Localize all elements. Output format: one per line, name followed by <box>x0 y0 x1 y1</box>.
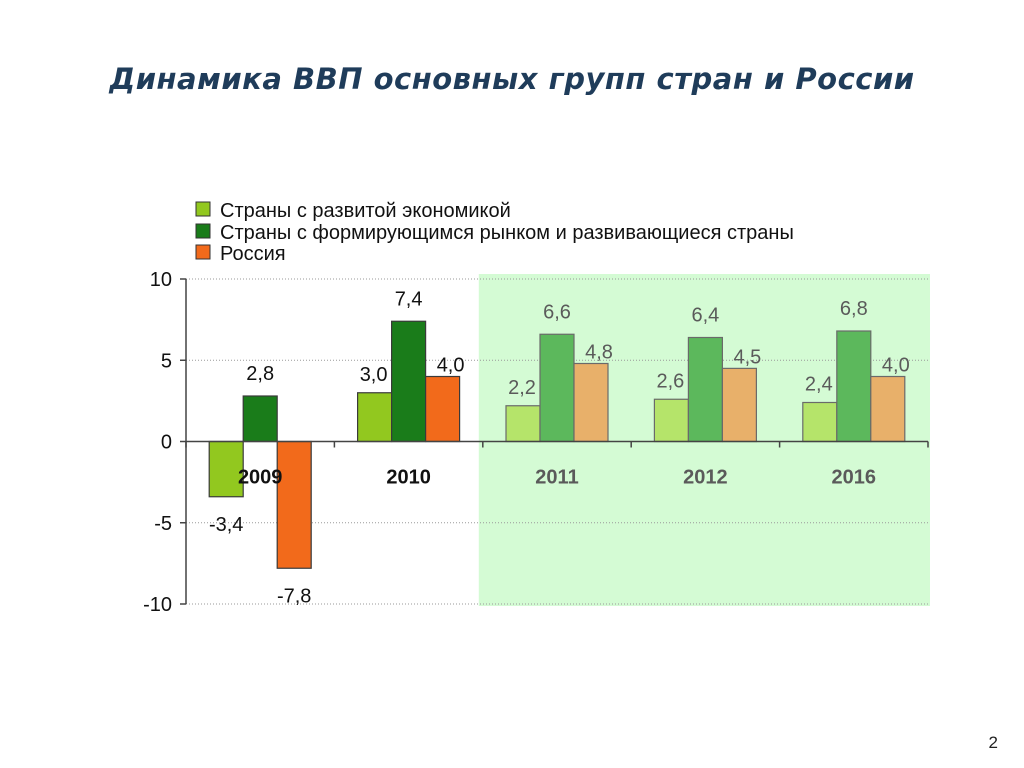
data-label: 2,8 <box>246 363 274 385</box>
y-tick-label: 5 <box>161 350 172 372</box>
category-label: 2011 <box>535 467 578 489</box>
bar <box>836 330 872 443</box>
legend-swatch <box>195 223 211 239</box>
data-label: 6,4 <box>691 305 719 327</box>
y-tick-label: 0 <box>161 432 172 454</box>
legend-swatch <box>195 244 211 260</box>
bar <box>573 362 609 443</box>
category-label: 2016 <box>832 467 877 489</box>
bar <box>505 405 541 443</box>
slide-title: Динамика ВВП основных групп стран и Росс… <box>109 62 915 96</box>
data-label: 2,6 <box>656 370 684 392</box>
bar <box>208 440 244 498</box>
bar <box>653 398 690 443</box>
bar <box>870 375 906 443</box>
data-label: 4,5 <box>733 346 761 368</box>
legend-label: Страны с развитой экономикой <box>220 200 511 222</box>
data-label: 2,4 <box>805 374 833 396</box>
data-label: 6,6 <box>543 301 571 323</box>
data-label: 6,8 <box>840 298 868 320</box>
y-tick-label: -5 <box>154 513 172 535</box>
data-label: 4,0 <box>882 355 910 377</box>
page-number: 2 <box>988 733 998 752</box>
y-tick-label: 10 <box>150 269 172 291</box>
category-label: 2012 <box>683 467 728 489</box>
legend-label: Россия <box>220 243 286 265</box>
bar <box>687 336 724 443</box>
data-label: 4,0 <box>437 355 465 377</box>
bar <box>357 392 393 443</box>
data-label: -7,8 <box>277 585 311 607</box>
bar <box>721 367 758 443</box>
bar <box>802 401 838 443</box>
category-label: 2009 <box>238 467 283 489</box>
y-tick-label: -10 <box>143 594 172 616</box>
data-label: 3,0 <box>360 364 388 386</box>
data-label: 4,8 <box>585 342 613 364</box>
data-label: 2,2 <box>508 377 536 399</box>
bar <box>391 320 427 443</box>
bar <box>425 375 461 443</box>
category-label: 2010 <box>386 467 431 489</box>
bar <box>242 395 278 443</box>
legend-swatch <box>195 201 211 217</box>
bar <box>276 440 312 569</box>
data-label: 7,4 <box>395 288 423 310</box>
bar <box>539 333 575 443</box>
data-label: -3,4 <box>209 514 243 536</box>
legend-label: Страны с формирующимся рынком и развиваю… <box>220 222 794 244</box>
